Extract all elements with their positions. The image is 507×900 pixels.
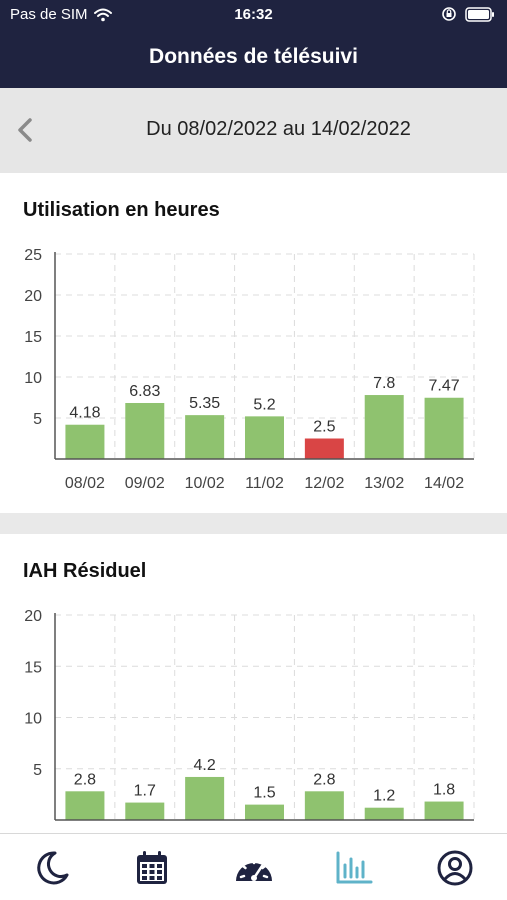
y-tick-label: 20 — [24, 288, 42, 305]
iah-chart-title: IAH Résiduel — [23, 560, 147, 582]
usage-chart-card: Utilisation en heures 5 10 15 20 25 4.18 08/02… — [0, 173, 507, 513]
bar-value-label: 2.8 — [74, 771, 96, 788]
x-tick-label: 08/02 — [65, 475, 105, 492]
x-tick-label: 14/02 — [424, 475, 464, 492]
y-tick-label: 25 — [24, 247, 42, 264]
carrier-label: Pas de SIM — [10, 6, 88, 23]
bar — [304, 791, 344, 820]
date-range-bar: Du 08/02/2022 au 14/02/2022 — [0, 88, 507, 173]
x-tick-label: 10/02 — [185, 475, 225, 492]
bar — [125, 402, 165, 459]
iah-bar-chart: 51015202.808/021.709/024.210/021.511/022… — [24, 608, 475, 821]
bar-value-label: 1.7 — [134, 783, 156, 800]
date-range-label: Du 08/02/2022 au 14/02/2022 — [146, 118, 411, 140]
usage-chart-title: Utilisation en heures — [23, 199, 220, 221]
bar-value-label: 2.5 — [313, 419, 335, 436]
bar-value-label: 4.2 — [194, 757, 216, 774]
y-tick-label: 5 — [33, 411, 42, 428]
bar — [424, 397, 464, 459]
bar — [125, 802, 165, 820]
bar-value-label: 2.8 — [313, 771, 335, 788]
y-tick-label: 15 — [24, 659, 42, 676]
bar-value-label: 5.2 — [253, 396, 275, 413]
y-tick-label: 10 — [24, 370, 42, 387]
bar-value-label: 7.47 — [429, 378, 460, 395]
bar-value-label: 6.83 — [129, 383, 160, 400]
tab-profile[interactable] — [433, 846, 477, 890]
x-tick-label: 12/02 — [304, 475, 344, 492]
x-tick-label: 09/02 — [125, 475, 165, 492]
tab-dashboard[interactable] — [232, 846, 276, 890]
y-tick-label: 20 — [24, 608, 42, 625]
tab-night[interactable] — [30, 846, 74, 890]
clock: 16:32 — [234, 6, 273, 23]
orientation-lock-icon — [442, 7, 456, 21]
bar-value-label: 7.8 — [373, 375, 395, 392]
tab-statistics[interactable] — [332, 846, 376, 890]
carrier-info: Pas de SIM — [10, 6, 112, 23]
bar-value-label: 1.8 — [433, 782, 455, 799]
tab-calendar[interactable] — [130, 846, 174, 890]
usage-bar-chart: 5 10 15 20 25 4.18 08/02 6.83 09/02 5.35 10/02 5.2 1… — [24, 247, 475, 492]
bar — [65, 424, 105, 459]
user-circle-icon — [437, 850, 473, 886]
bar-value-label: 5.35 — [189, 395, 220, 412]
bottom-tab-bar — [0, 833, 507, 900]
y-tick-label: 5 — [33, 762, 42, 779]
bar — [364, 807, 404, 820]
bar — [245, 804, 284, 820]
bar — [245, 416, 284, 459]
bar-value-label: 1.5 — [253, 785, 275, 802]
calendar-icon — [137, 851, 167, 884]
bar — [65, 791, 105, 820]
y-tick-label: 10 — [24, 711, 42, 728]
battery-icon — [465, 6, 494, 22]
page-title: Données de télésuivi — [149, 45, 358, 68]
bar-value-label: 4.18 — [69, 405, 100, 422]
x-tick-label: 11/02 — [245, 475, 284, 492]
bar-chart-icon — [336, 851, 373, 884]
bar — [185, 776, 225, 820]
chevron-left-icon — [18, 118, 32, 142]
bar — [424, 801, 464, 820]
wifi-icon — [93, 8, 112, 21]
gauge-icon — [236, 858, 272, 881]
y-tick-label: 15 — [24, 329, 42, 346]
bar — [304, 438, 344, 459]
bar-value-label: 1.2 — [373, 788, 395, 805]
bar — [364, 395, 404, 459]
x-tick-label: 13/02 — [364, 475, 404, 492]
bar — [185, 415, 225, 459]
navigation-bar: Données de télésuivi — [0, 30, 507, 88]
previous-week-button[interactable] — [8, 112, 44, 148]
status-bar: Pas de SIM 16:32 — [0, 0, 507, 30]
iah-chart-card: IAH Résiduel 51015202.808/021.709/024.21… — [0, 534, 507, 833]
moon-icon — [37, 851, 69, 885]
